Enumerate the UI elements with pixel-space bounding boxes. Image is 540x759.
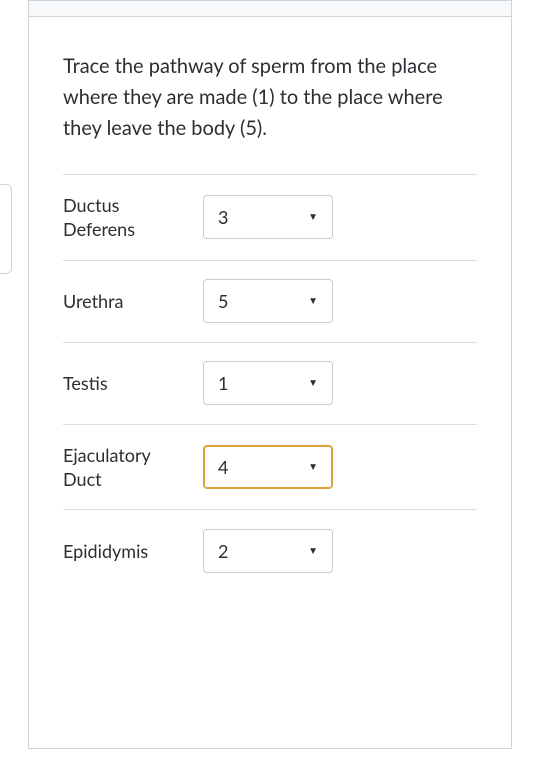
select-value: 3 xyxy=(218,206,228,228)
select-value: 5 xyxy=(218,290,228,312)
select-value: 1 xyxy=(218,372,228,394)
order-select[interactable]: 5 ▼ xyxy=(203,279,333,323)
answer-row: Testis 1 ▼ xyxy=(63,342,477,424)
answer-label: Testis xyxy=(63,371,203,395)
answer-row: Epididymis 2 ▼ xyxy=(63,509,477,591)
order-select[interactable]: 1 ▼ xyxy=(203,361,333,405)
order-select[interactable]: 4 ▼ xyxy=(203,445,333,489)
answer-row: Urethra 5 ▼ xyxy=(63,260,477,342)
answer-label: Urethra xyxy=(63,289,203,313)
order-select[interactable]: 2 ▼ xyxy=(203,529,333,573)
card-header-strip xyxy=(29,1,511,17)
chevron-down-icon: ▼ xyxy=(308,545,318,557)
question-card: Trace the pathway of sperm from the plac… xyxy=(28,0,512,749)
answer-label: Epididymis xyxy=(63,539,203,563)
question-text: Trace the pathway of sperm from the plac… xyxy=(63,51,477,144)
answer-label: Ejaculatory Duct xyxy=(63,443,203,492)
card-body: Trace the pathway of sperm from the plac… xyxy=(29,17,511,611)
select-value: 2 xyxy=(218,540,228,562)
chevron-down-icon: ▼ xyxy=(308,377,318,389)
chevron-down-icon: ▼ xyxy=(308,211,318,223)
answer-rows: Ductus Deferens 3 ▼ Urethra 5 ▼ Testis 1… xyxy=(63,174,477,591)
answer-label: Ductus Deferens xyxy=(63,193,203,242)
select-value: 4 xyxy=(218,456,228,478)
side-tab-stub[interactable] xyxy=(0,184,12,274)
order-select[interactable]: 3 ▼ xyxy=(203,195,333,239)
chevron-down-icon: ▼ xyxy=(308,461,318,473)
chevron-down-icon: ▼ xyxy=(308,295,318,307)
answer-row: Ductus Deferens 3 ▼ xyxy=(63,174,477,260)
answer-row: Ejaculatory Duct 4 ▼ xyxy=(63,424,477,510)
